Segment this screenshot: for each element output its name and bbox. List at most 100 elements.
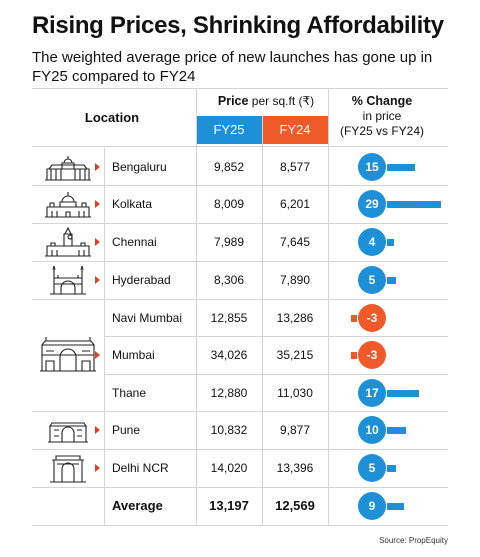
change-value: 15: [365, 160, 379, 174]
chart-title: Rising Prices, Shrinking Affordability: [32, 12, 444, 39]
change-circle: 17: [358, 379, 386, 407]
fy24-value: 35,215: [276, 348, 314, 362]
fy25-value: 12,880: [210, 386, 248, 400]
row-separator: [32, 411, 448, 412]
fy25-value: 8,306: [213, 273, 245, 287]
average-fy24-value: 12,569: [275, 498, 315, 513]
price-header-bold: Price: [217, 94, 249, 108]
row-separator: [104, 336, 448, 337]
change-bar-positive: [387, 502, 404, 510]
location-label: Hyderabad: [112, 273, 171, 287]
fy24-value: 13,396: [276, 461, 314, 475]
row-arrow: [95, 426, 100, 434]
change-circle: -3: [358, 341, 386, 369]
change-bar-positive: [387, 389, 419, 397]
vidhana-soudha-icon: [43, 152, 93, 187]
fy24-value: 6,201: [279, 197, 311, 211]
fy24-value: 7,645: [279, 235, 311, 249]
victoria-memorial-icon: [43, 189, 93, 224]
india-gate-icon: [48, 452, 88, 489]
row-arrow: [95, 238, 100, 246]
fy25-value: 10,832: [210, 423, 248, 437]
change-bar-positive: [387, 464, 396, 472]
fy25-value: 7,989: [213, 235, 245, 249]
row-separator: [32, 487, 448, 488]
row-separator: [32, 261, 448, 262]
change-value: -3: [366, 348, 378, 362]
chart-subtitle: The weighted average price of new launch…: [32, 49, 433, 85]
fy24-value: 13,286: [276, 311, 314, 325]
change-bar-positive: [387, 426, 406, 434]
location-label: Navi Mumbai: [112, 311, 183, 325]
fy24-header: FY24: [262, 116, 328, 144]
location-label: Mumbai: [112, 348, 155, 362]
column-divider: [104, 148, 105, 525]
change-value: 4: [368, 235, 376, 249]
header-top-rule: [32, 88, 448, 89]
change-circle: 4: [358, 228, 386, 256]
fy25-value: 12,855: [210, 311, 248, 325]
change-header: % Change in price (FY25 vs FY24): [332, 94, 432, 139]
header-bottom-rule: [32, 146, 448, 147]
location-label: Pune: [112, 423, 141, 437]
price-header-unit: per sq.ft (₹): [248, 94, 315, 108]
price-header: Price per sq.ft (₹): [196, 94, 336, 108]
row-separator: [32, 299, 448, 300]
location-header: Location: [84, 110, 140, 125]
change-header-line3: (FY25 vs FY24): [339, 124, 425, 138]
change-circle: 10: [358, 416, 386, 444]
average-fy25-value: 13,197: [209, 498, 249, 513]
change-circle: 5: [358, 266, 386, 294]
change-value: 5: [368, 461, 376, 475]
location-label: Delhi NCR: [112, 461, 169, 475]
fy25-header: FY25: [196, 116, 262, 144]
row-separator: [104, 374, 448, 375]
charminar-icon: [48, 264, 88, 301]
change-bar-positive: [387, 200, 441, 208]
change-header-line2: in price: [362, 109, 402, 123]
change-value: 5: [368, 273, 376, 287]
location-label: Kolkata: [112, 197, 153, 211]
change-bar-positive: [387, 276, 396, 284]
central-station-icon: [43, 226, 93, 263]
fy25-value: 9,852: [213, 160, 245, 174]
row-arrow: [95, 163, 100, 171]
fy24-value: 11,030: [277, 386, 313, 400]
change-value: 10: [365, 423, 379, 437]
change-circle: -3: [358, 304, 386, 332]
location-label: Thane: [112, 386, 147, 400]
average-label: Average: [112, 498, 163, 513]
change-header-bold: % Change: [351, 94, 413, 108]
change-bar-negative: [351, 351, 357, 359]
column-divider: [196, 88, 197, 525]
fy25-value: 14,020: [210, 461, 248, 475]
row-separator: [32, 223, 448, 224]
fy24-value: 8,577: [279, 160, 311, 174]
change-bar-negative: [351, 314, 357, 322]
column-divider: [262, 116, 263, 525]
location-label: Chennai: [112, 235, 157, 249]
row-separator: [32, 185, 448, 186]
row-separator: [32, 525, 448, 526]
change-value: 9: [368, 499, 376, 513]
change-circle: 29: [358, 190, 386, 218]
fy25-value: 8,009: [213, 197, 245, 211]
row-arrow: [95, 276, 100, 284]
column-divider: [328, 88, 329, 525]
shaniwar-wada-icon: [46, 416, 90, 449]
row-arrow: [95, 351, 100, 359]
change-circle: 5: [358, 454, 386, 482]
row-arrow: [95, 200, 100, 208]
gateway-of-india-icon: [38, 333, 98, 378]
change-value: -3: [366, 311, 378, 325]
change-value: 29: [365, 197, 379, 211]
change-circle: 15: [358, 153, 386, 181]
change-value: 17: [365, 386, 379, 400]
row-separator: [32, 449, 448, 450]
change-bar-positive: [387, 238, 394, 246]
location-label: Bengaluru: [112, 160, 167, 174]
row-arrow: [95, 464, 100, 472]
fy25-value: 34,026: [210, 348, 248, 362]
fy24-value: 9,877: [279, 423, 311, 437]
fy24-value: 7,890: [279, 273, 311, 287]
